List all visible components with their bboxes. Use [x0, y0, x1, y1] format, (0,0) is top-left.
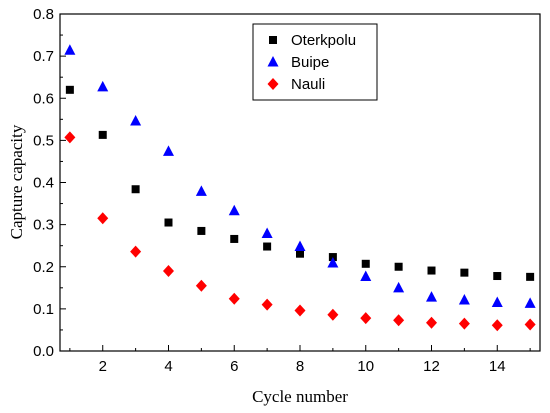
x-tick-label: 14	[489, 358, 506, 375]
oterkpolu-point	[296, 249, 304, 258]
nauli-point	[393, 314, 405, 327]
nauli-point	[491, 319, 503, 332]
buipe-point	[327, 256, 339, 268]
buipe-point	[195, 185, 207, 196]
buipe-point	[228, 204, 240, 216]
x-tick-label: 6	[230, 358, 238, 375]
oterkpolu-point	[263, 242, 272, 251]
buipe-point	[426, 291, 438, 302]
buipe-point	[491, 296, 503, 308]
x-axis-title: Cycle number	[252, 387, 348, 406]
nauli-point	[228, 292, 240, 305]
legend-buipe-marker	[267, 56, 279, 67]
buipe-point	[97, 80, 109, 92]
nauli-point	[327, 308, 339, 321]
data-points	[64, 44, 536, 332]
y-tick-label: 0.1	[33, 301, 54, 318]
oterkpolu-point	[526, 272, 535, 281]
legend-oterkpolu-label: Oterkpolu	[291, 32, 356, 49]
y-tick-label: 0.2	[33, 259, 54, 276]
y-tick-label: 0.4	[33, 175, 54, 192]
oterkpolu-point	[65, 85, 74, 94]
buipe-point	[130, 114, 142, 126]
nauli-point	[64, 131, 76, 144]
buipe-point	[64, 44, 76, 55]
oterkpolu-point	[164, 218, 173, 227]
x-tick-label: 12	[423, 358, 440, 375]
oterkpolu-point	[394, 262, 403, 271]
oterkpolu-point	[427, 266, 436, 275]
nauli-point	[195, 279, 207, 292]
legend-buipe-label: Buipe	[291, 54, 329, 71]
oterkpolu-point	[197, 226, 206, 235]
x-tick-label: 4	[164, 358, 172, 375]
buipe-point	[458, 294, 470, 305]
x-tick-label: 8	[296, 358, 304, 375]
buipe-point	[393, 281, 405, 293]
nauli-point	[360, 312, 372, 325]
legend: Oterkpolu Buipe Nauli	[252, 23, 378, 101]
buipe-point	[360, 270, 372, 281]
x-tick-label: 2	[99, 358, 107, 375]
axis-ticks	[60, 13, 531, 352]
y-tick-label: 0.6	[33, 90, 54, 107]
y-tick-label: 0.7	[33, 48, 54, 65]
y-tick-label: 0.5	[33, 132, 54, 149]
legend-nauli-label: Nauli	[291, 76, 325, 93]
nauli-point	[294, 304, 306, 317]
y-tick-label: 0.0	[33, 343, 54, 360]
buipe-point	[162, 145, 174, 156]
y-tick-label: 0.8	[33, 6, 54, 23]
oterkpolu-point	[493, 272, 502, 281]
oterkpolu-point	[98, 130, 107, 139]
nauli-point	[130, 245, 142, 258]
oterkpolu-point	[361, 259, 370, 268]
buipe-point	[524, 297, 536, 308]
y-tick-label: 0.3	[33, 217, 54, 234]
x-tick-label: 10	[357, 358, 374, 375]
legend-oterkpolu-marker	[269, 36, 277, 44]
legend-nauli-marker	[267, 78, 279, 90]
oterkpolu-point	[131, 185, 140, 194]
y-axis-title: Capture capacity	[7, 124, 26, 239]
oterkpolu-point	[460, 268, 469, 277]
nauli-point	[426, 316, 438, 329]
nauli-point	[162, 264, 174, 277]
oterkpolu-point	[230, 234, 239, 243]
nauli-point	[261, 298, 273, 311]
nauli-point	[97, 212, 109, 225]
buipe-point	[294, 240, 306, 252]
buipe-point	[261, 227, 273, 238]
nauli-point	[458, 317, 470, 330]
nauli-point	[524, 318, 536, 331]
axis-tick-labels: 2 4 6 8 10 12 14 0.0 0.1 0.2 0.3 0.4 0.5 0.6 0.7 0.8	[33, 6, 505, 375]
